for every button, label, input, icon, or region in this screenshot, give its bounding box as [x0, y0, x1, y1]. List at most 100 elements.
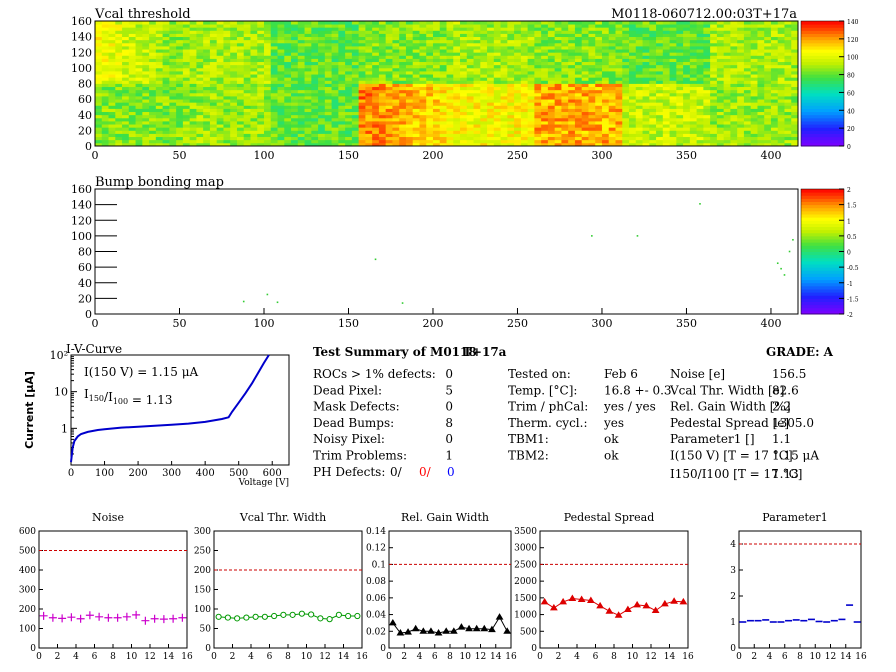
heatmap-cell: [737, 27, 745, 31]
heatmap-cell: [108, 86, 116, 91]
plot-point: [261, 613, 268, 620]
heatmap-cell: [250, 127, 258, 131]
heatmap-cell: [784, 46, 792, 50]
heatmap-cell: [777, 102, 785, 106]
heatmap-cell: [365, 139, 373, 144]
heatmap-cell: [669, 36, 677, 41]
heatmap-cell: [358, 83, 366, 88]
heatmap-cell: [493, 133, 501, 138]
heatmap-cell: [770, 99, 779, 103]
heatmap-cell: [95, 92, 103, 97]
heatmap-cell: [324, 21, 332, 25]
bump-defect-point: [401, 302, 404, 304]
heatmap-cell: [189, 121, 197, 125]
heatmap-cell: [710, 46, 718, 50]
heatmap-cell: [209, 64, 218, 69]
heatmap-cell: [149, 96, 157, 100]
heatmap-cell: [581, 111, 589, 116]
heatmap-cell: [649, 130, 657, 134]
heatmap-cell: [493, 36, 501, 41]
heatmap-cell: [297, 24, 305, 28]
heatmap-cell: [615, 121, 623, 125]
heatmap-cell: [128, 117, 136, 122]
heatmap-cell: [304, 127, 312, 131]
heatmap-cell: [95, 124, 103, 128]
heatmap-cell: [466, 136, 474, 141]
heatmap-cell: [547, 114, 556, 119]
heatmap-cell: [500, 71, 508, 75]
heatmap-cell: [149, 24, 157, 28]
heatmap-cell: [385, 49, 393, 53]
heatmap-cell: [263, 24, 272, 28]
heatmap-cell: [777, 89, 785, 94]
heatmap-cell: [453, 102, 461, 106]
heatmap-cell: [615, 124, 623, 128]
heatmap-cell: [250, 86, 258, 91]
plot-x-tick-label: 12: [475, 652, 486, 662]
heatmap-cell: [196, 77, 204, 81]
heatmap-cell: [372, 127, 380, 131]
heatmap-cell: [412, 24, 420, 28]
heatmap-cell: [223, 46, 231, 50]
heatmap-cell: [629, 64, 637, 69]
heatmap-cell: [453, 36, 461, 41]
heatmap-cell: [270, 124, 278, 128]
heatmap-cell: [95, 58, 103, 63]
heatmap-cell: [331, 77, 339, 81]
heatmap-cell: [392, 24, 400, 28]
heatmap-cell: [432, 21, 441, 25]
heatmap-cell: [122, 46, 130, 50]
heatmap-cell: [209, 86, 218, 91]
heatmap-cell: [291, 102, 299, 106]
heatmap-cell: [696, 136, 704, 141]
heatmap-cell: [656, 127, 664, 131]
heatmap-cell: [216, 67, 224, 72]
heatmap-cell: [284, 24, 292, 28]
heatmap-cell: [291, 39, 299, 44]
heatmap-cell: [703, 36, 711, 41]
heatmap-cell: [351, 133, 360, 138]
heatmap-cell: [115, 139, 123, 144]
heatmap-cell: [358, 96, 366, 100]
heatmap-cell: [297, 142, 305, 147]
heatmap-cell: [487, 105, 495, 109]
heatmap-cell: [574, 121, 583, 125]
heatmap-cell: [122, 111, 130, 116]
heatmap-cell: [378, 80, 387, 84]
heatmap-cell: [737, 61, 745, 66]
heatmap-cell: [493, 24, 501, 28]
heatmap-cell: [656, 136, 664, 141]
heatmap-cell: [689, 139, 698, 144]
heatmap-cell: [453, 55, 461, 59]
palette-cell: [801, 264, 844, 268]
heatmap-cell: [331, 64, 339, 69]
heatmap-cell: [331, 142, 339, 147]
heatmap-cell: [223, 130, 231, 134]
heatmap-cell: [209, 99, 218, 103]
heatmap-cell: [385, 136, 393, 141]
heatmap-cell: [277, 42, 285, 47]
plot-x-tick-label: 6: [593, 652, 599, 662]
heatmap-cell: [777, 133, 785, 138]
heatmap-cell: [358, 117, 366, 122]
heatmap-cell: [696, 36, 704, 41]
heatmap-cell: [676, 42, 684, 47]
heatmap-cell: [730, 114, 738, 119]
heatmap-cell: [338, 133, 346, 138]
heatmap-cell: [176, 36, 184, 41]
heatmap-cell: [757, 77, 765, 81]
heatmap-cell: [365, 111, 373, 116]
heatmap-cell: [399, 61, 407, 66]
heatmap-cell: [683, 121, 691, 125]
heatmap-cell: [128, 83, 136, 88]
heatmap-cell: [399, 64, 407, 69]
heatmap-cell: [304, 80, 312, 84]
heatmap-cell: [304, 21, 312, 25]
heatmap-cell: [358, 33, 366, 38]
plot-point: [280, 611, 287, 618]
heatmap-cell: [716, 33, 725, 38]
heatmap-cell: [649, 92, 657, 97]
heatmap-cell: [642, 133, 650, 138]
heatmap-cell: [196, 67, 204, 72]
heatmap-cell: [777, 67, 785, 72]
